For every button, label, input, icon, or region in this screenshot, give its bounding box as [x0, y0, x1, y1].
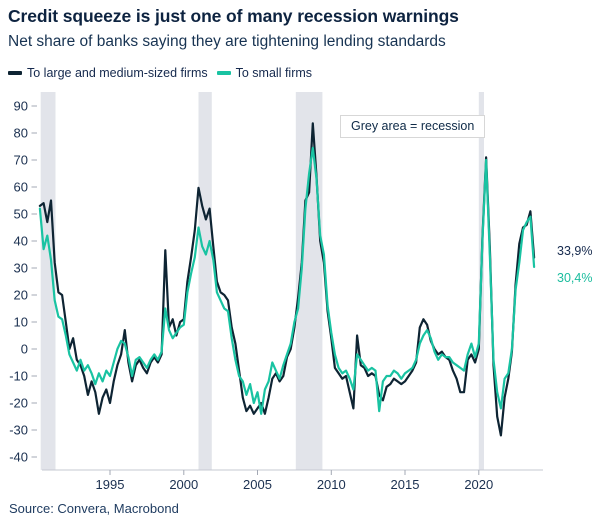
- legend-label-large-medium-firms: To large and medium-sized firms: [27, 66, 208, 80]
- recession-annotation: Grey area = recession: [340, 115, 486, 138]
- x-axis-label: 2005: [243, 477, 272, 492]
- x-axis-label: 2015: [391, 477, 420, 492]
- legend-label-small-firms: To small firms: [235, 66, 313, 80]
- y-axis-label: 0: [21, 342, 28, 357]
- chart-legend: To large and medium-sized firms To small…: [8, 66, 312, 80]
- y-axis-label: 70: [14, 153, 28, 168]
- y-axis-label: 50: [14, 207, 28, 222]
- end-value-small-firms: 30,4%: [557, 271, 593, 285]
- y-axis-label: -30: [9, 423, 28, 438]
- y-axis-label: 90: [14, 99, 28, 114]
- y-axis-label: 80: [14, 126, 28, 141]
- y-axis-label: -40: [9, 450, 28, 465]
- page-subtitle: Net share of banks saying they are tight…: [8, 33, 446, 50]
- navy-line-swatch-icon: [8, 71, 22, 75]
- y-axis-label: 60: [14, 180, 28, 195]
- line-small-firms: [38, 146, 536, 415]
- recession-band: [40, 92, 56, 470]
- line-large-medium-firms: [38, 122, 536, 437]
- y-axis-label: 30: [14, 261, 28, 276]
- x-axis-label: 2010: [317, 477, 346, 492]
- legend-item-small-firms: To small firms: [216, 66, 313, 80]
- teal-line-swatch-icon: [216, 71, 231, 75]
- recession-band: [198, 92, 212, 470]
- x-axis-label: 1995: [96, 477, 125, 492]
- y-axis-label: -10: [9, 369, 28, 384]
- page-title: Credit squeeze is just one of many reces…: [8, 6, 459, 26]
- y-axis-label: 10: [14, 315, 28, 330]
- source-note: Source: Convera, Macrobond: [9, 501, 179, 516]
- y-axis-label: -20: [9, 396, 28, 411]
- end-value-large-medium-firms: 33,9%: [557, 244, 593, 258]
- y-axis-label: 20: [14, 288, 28, 303]
- legend-item-large-medium-firms: To large and medium-sized firms: [8, 66, 208, 80]
- x-axis-label: 2020: [464, 477, 493, 492]
- x-axis-label: 2000: [169, 477, 198, 492]
- y-axis-label: 40: [14, 234, 28, 249]
